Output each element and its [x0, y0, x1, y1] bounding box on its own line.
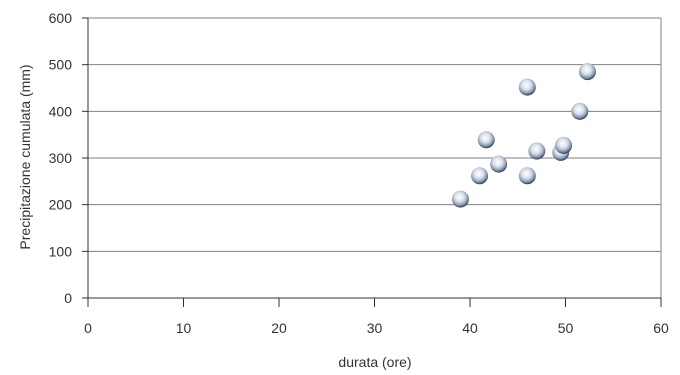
y-tick-label-300: 300 [49, 150, 73, 166]
x-tick-label-30: 30 [367, 320, 383, 336]
y-axis-title: Precipitazione cumulata (mm) [17, 64, 33, 249]
data-point-0-9 [571, 102, 589, 120]
x-tick-label-40: 40 [462, 320, 478, 336]
data-point-0-0 [451, 190, 469, 208]
data-point-0-10 [578, 63, 596, 81]
data-points [451, 63, 596, 208]
grid-lines [88, 17, 662, 298]
y-tick-labels: 0 100 200 300 400 500 600 [49, 10, 73, 306]
data-point-0-4 [518, 78, 536, 96]
x-tick-label-20: 20 [271, 320, 287, 336]
y-tick-label-600: 600 [49, 10, 73, 26]
x-tick-label-10: 10 [176, 320, 192, 336]
data-point-0-8 [555, 136, 573, 154]
x-tick-labels: 0 10 20 30 40 50 60 [84, 320, 669, 336]
x-axis-title: durata (ore) [338, 354, 411, 370]
x-tick-label-50: 50 [558, 320, 574, 336]
data-point-0-3 [490, 155, 508, 173]
data-point-0-6 [528, 142, 546, 160]
data-point-0-5 [518, 167, 536, 185]
data-point-0-1 [471, 167, 489, 185]
x-tick-label-60: 60 [653, 320, 669, 336]
y-tick-label-0: 0 [64, 290, 72, 306]
axes [82, 17, 662, 307]
x-tick-label-0: 0 [84, 320, 92, 336]
y-tick-label-500: 500 [49, 57, 73, 73]
data-point-0-2 [477, 131, 495, 149]
y-tick-label-200: 200 [49, 197, 73, 213]
y-tick-label-400: 400 [49, 103, 73, 119]
y-tick-label-100: 100 [49, 243, 73, 259]
